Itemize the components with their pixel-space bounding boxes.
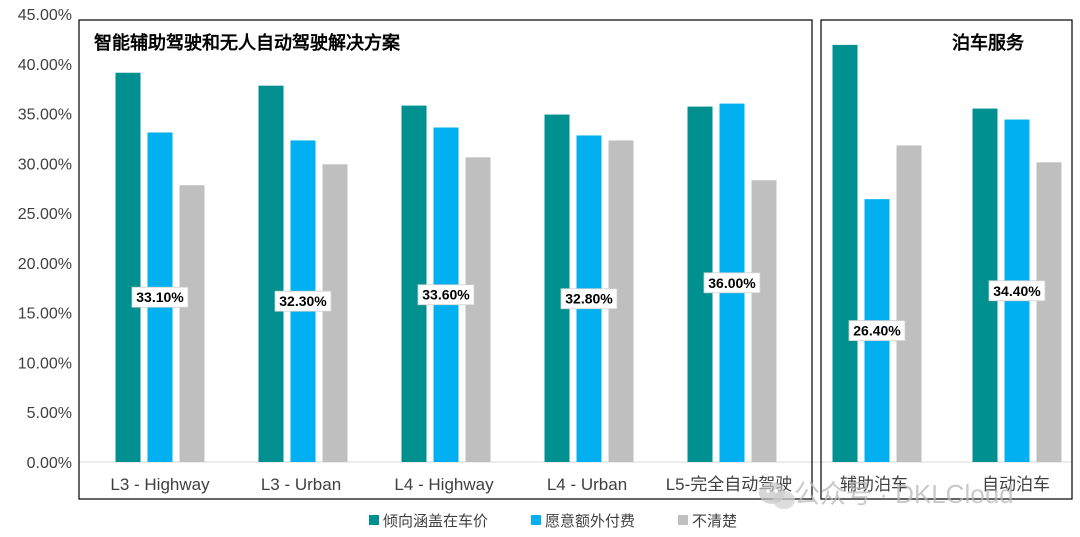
watermark-text: 公众号 · DKLCloud bbox=[794, 479, 1014, 509]
legend-swatch bbox=[369, 515, 379, 525]
legend-swatch bbox=[531, 515, 541, 525]
bar bbox=[832, 44, 858, 463]
x-tick-label: L3 - Highway bbox=[110, 475, 210, 494]
y-tick-label: 15.00% bbox=[18, 306, 72, 323]
data-label-box bbox=[988, 280, 1046, 302]
panel-title: 泊车服务 bbox=[952, 32, 1025, 54]
bar bbox=[544, 114, 570, 462]
legend-label: 愿意额外付费 bbox=[545, 512, 635, 530]
data-label-box bbox=[131, 286, 189, 308]
y-tick-label: 0.00% bbox=[27, 455, 72, 472]
data-label-box bbox=[417, 284, 475, 306]
data-label-box bbox=[560, 288, 618, 310]
data-label: 36.00% bbox=[708, 275, 756, 291]
legend-label: 倾向涵盖在车价 bbox=[383, 512, 488, 530]
wechat-icon bbox=[759, 482, 795, 509]
y-tick-label: 40.00% bbox=[18, 57, 72, 74]
data-label: 33.10% bbox=[136, 289, 184, 305]
data-label-box bbox=[848, 320, 906, 341]
y-tick-label: 5.00% bbox=[27, 405, 72, 422]
watermark: 公众号 · DKLCloud bbox=[759, 479, 1014, 509]
bar bbox=[465, 157, 491, 463]
bar bbox=[115, 72, 141, 462]
bar bbox=[258, 85, 284, 463]
data-label: 33.60% bbox=[422, 287, 470, 303]
bar bbox=[322, 164, 348, 462]
y-tick-label: 10.00% bbox=[18, 355, 72, 372]
bar bbox=[1036, 162, 1062, 463]
legend-label: 不清楚 bbox=[692, 512, 737, 530]
data-label: 26.40% bbox=[853, 323, 901, 339]
data-label: 34.40% bbox=[993, 283, 1041, 299]
x-tick-label: 自动泊车 bbox=[982, 475, 1050, 494]
y-tick-label: 45.00% bbox=[18, 7, 72, 24]
legend-swatch bbox=[678, 515, 688, 525]
x-tick-label: L4 - Highway bbox=[394, 475, 494, 494]
panel-frame bbox=[78, 19, 813, 500]
y-tick-label: 25.00% bbox=[18, 206, 72, 223]
data-label-box bbox=[703, 272, 761, 294]
bar bbox=[751, 180, 777, 462]
data-label: 32.30% bbox=[279, 293, 327, 309]
bar bbox=[896, 145, 922, 462]
panel-title: 智能辅助驾驶和无人自动驾驶解决方案 bbox=[94, 32, 401, 54]
bar bbox=[401, 105, 427, 462]
x-tick-label: L3 - Urban bbox=[261, 475, 341, 494]
y-tick-label: 30.00% bbox=[18, 156, 72, 173]
data-label-box bbox=[274, 290, 332, 312]
x-tick-label: 辅助泊车 bbox=[840, 475, 908, 494]
bar bbox=[179, 185, 205, 463]
y-tick-label: 35.00% bbox=[18, 107, 72, 124]
x-tick-label: L4 - Urban bbox=[547, 475, 627, 494]
panel-frame bbox=[820, 19, 1073, 500]
data-label: 32.80% bbox=[565, 291, 613, 307]
y-tick-label: 20.00% bbox=[18, 256, 72, 273]
